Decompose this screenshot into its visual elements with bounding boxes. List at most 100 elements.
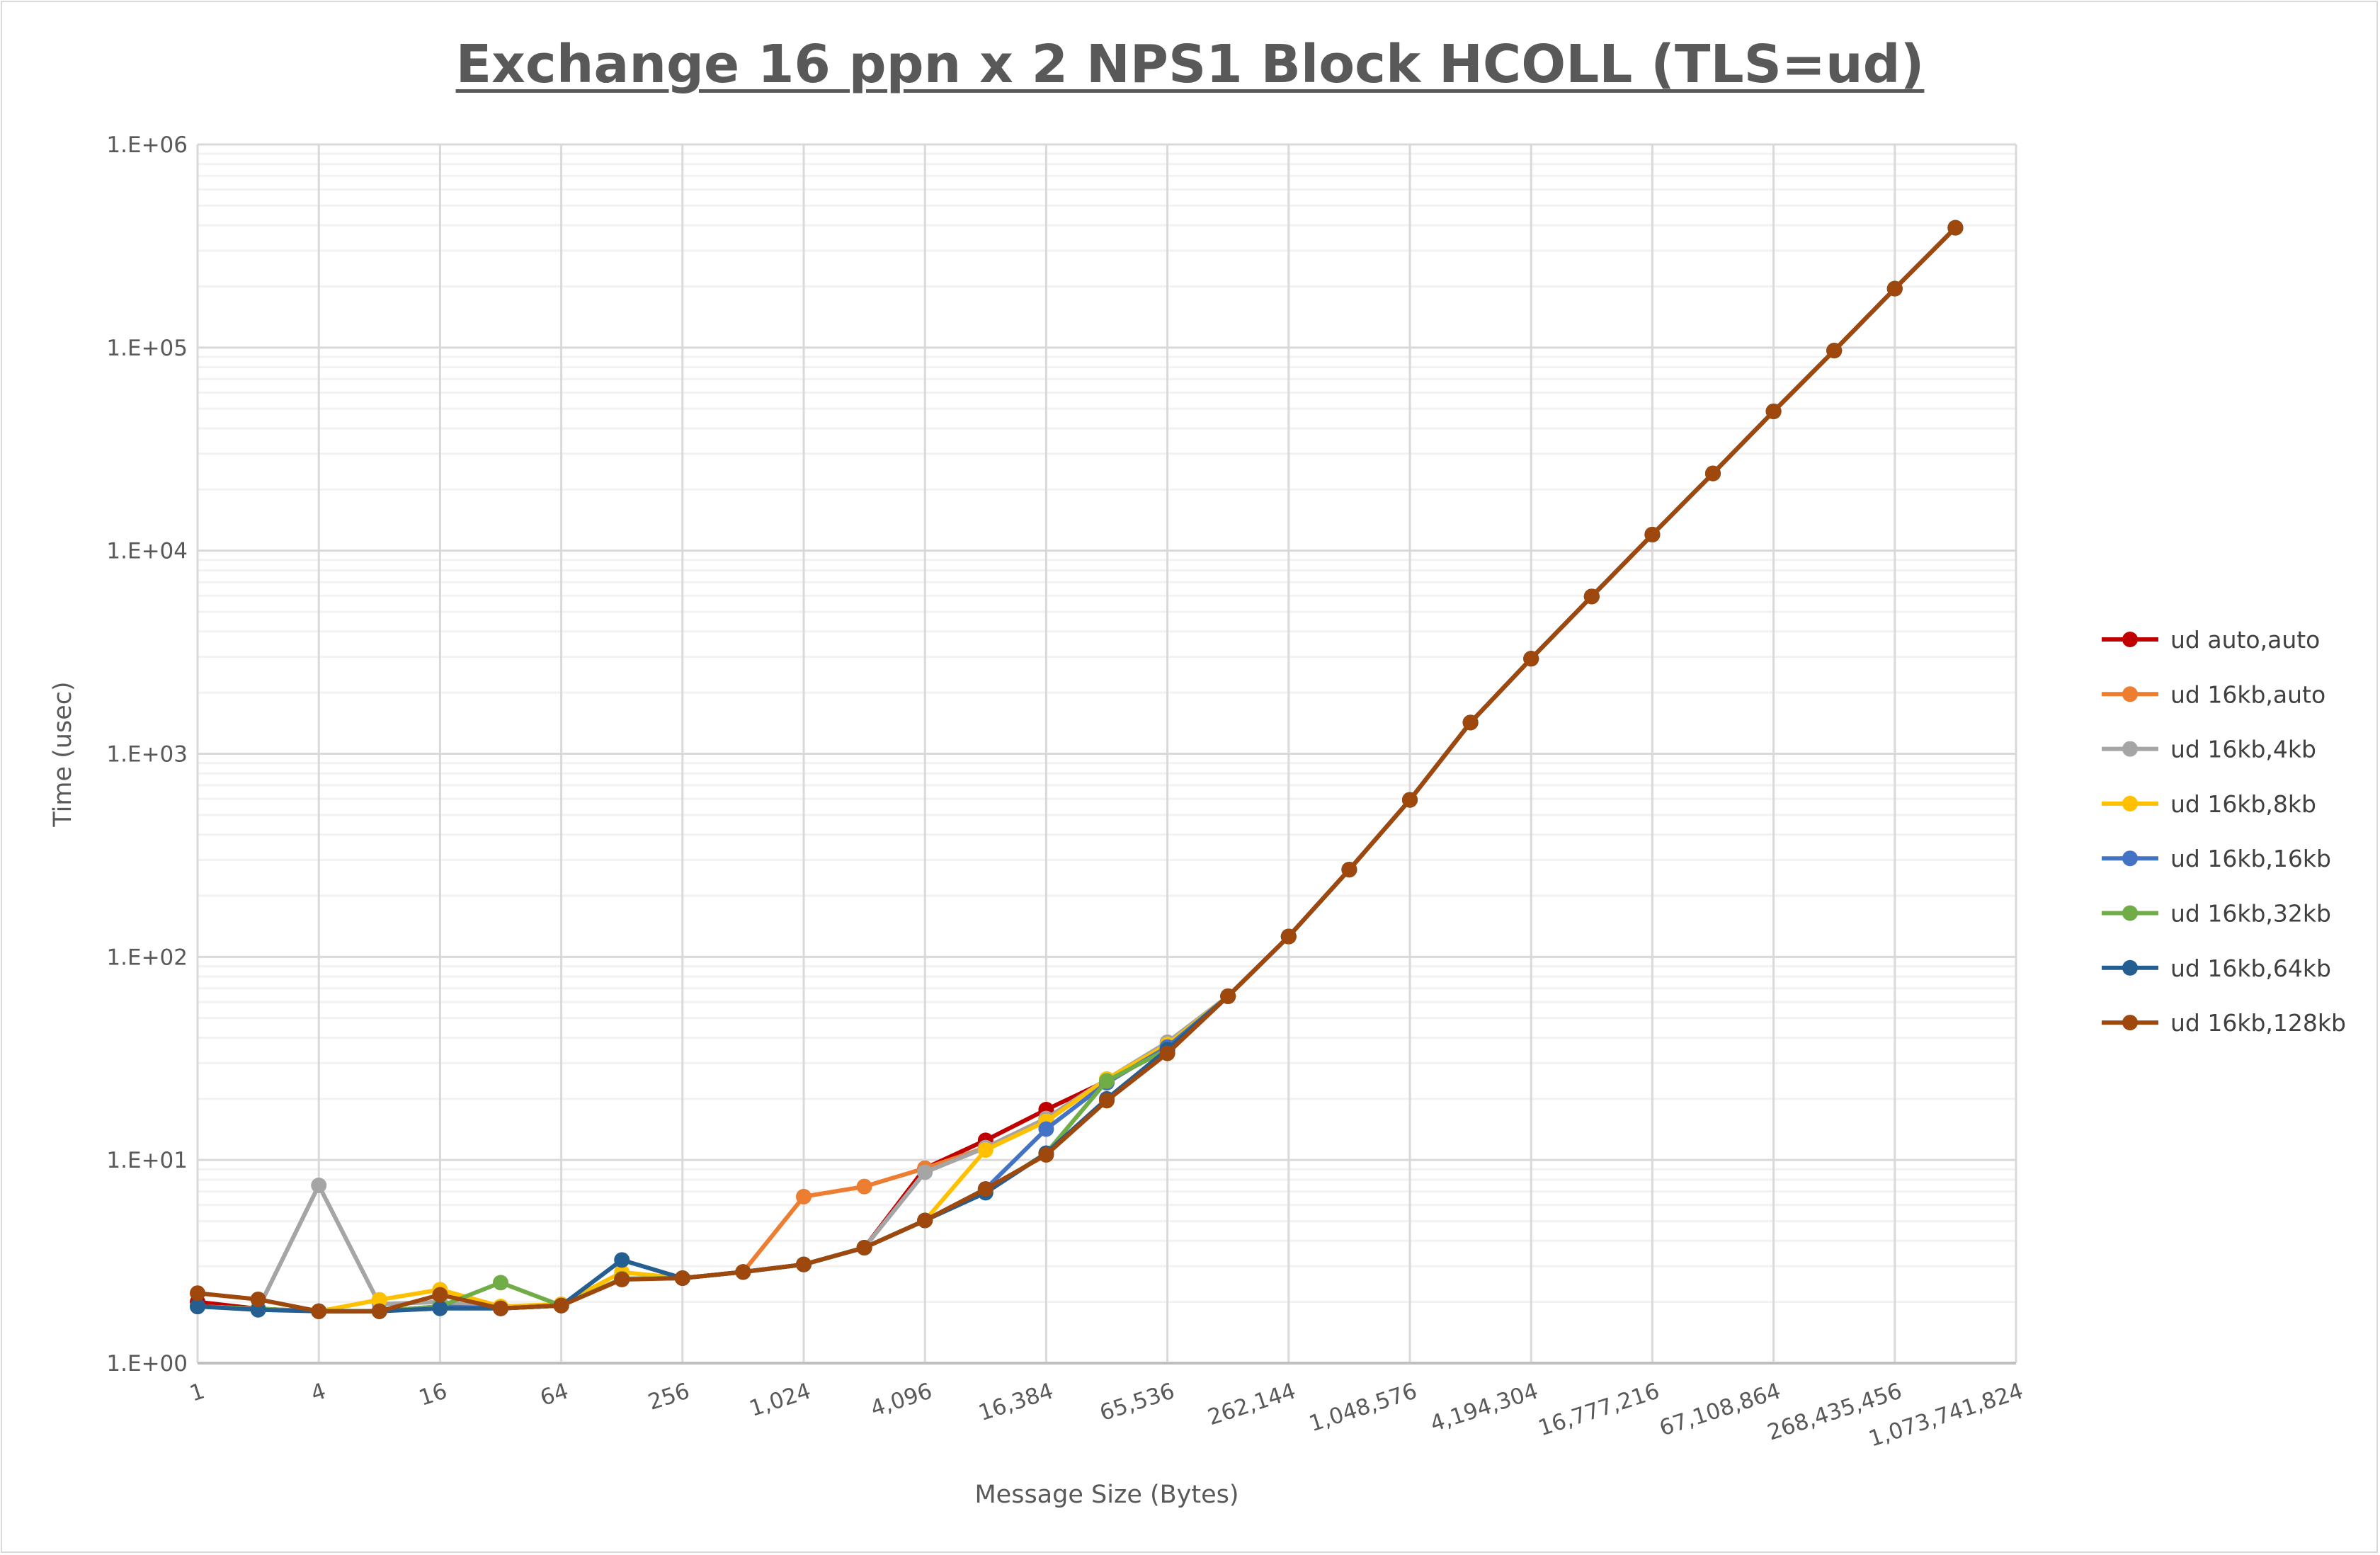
legend-label: ud 16kb,64kb bbox=[2170, 955, 2331, 982]
legend-label: ud 16kb,auto bbox=[2170, 680, 2325, 708]
data-point bbox=[1220, 988, 1236, 1004]
x-tick-label: 1,048,576 bbox=[1306, 1378, 1420, 1437]
x-axis-label: Message Size (Bytes) bbox=[974, 1481, 1239, 1509]
data-point bbox=[493, 1300, 508, 1316]
data-point bbox=[735, 1264, 751, 1280]
data-point bbox=[1099, 1093, 1115, 1109]
data-point bbox=[311, 1303, 327, 1319]
series-group bbox=[190, 220, 1964, 1319]
legend-marker bbox=[2122, 741, 2138, 757]
data-point bbox=[917, 1212, 933, 1229]
series-ud-16kb-64kb bbox=[190, 220, 1964, 1319]
x-tick-label: 16 bbox=[416, 1378, 450, 1411]
data-point bbox=[371, 1292, 387, 1308]
legend-marker bbox=[2122, 959, 2138, 976]
legend-item: ud 16kb,64kb bbox=[2102, 955, 2331, 982]
x-tick-label: 4,096 bbox=[867, 1378, 935, 1422]
x-tick-label: 4,194,304 bbox=[1427, 1378, 1541, 1437]
x-tick-label: 16,384 bbox=[976, 1378, 1057, 1426]
legend-label: ud 16kb,16kb bbox=[2170, 845, 2331, 872]
x-tick-label: 67,108,864 bbox=[1656, 1378, 1784, 1441]
series-line bbox=[197, 226, 1957, 1314]
series-ud-16kb-auto bbox=[190, 220, 1964, 1319]
data-point bbox=[1765, 403, 1782, 419]
data-point bbox=[190, 1285, 205, 1301]
y-tick-label: 1.E+02 bbox=[106, 945, 188, 970]
data-point bbox=[1947, 220, 1964, 236]
data-point bbox=[1099, 1073, 1115, 1089]
x-tick-label: 1 bbox=[187, 1378, 208, 1406]
y-axis-label: Time (usec) bbox=[49, 681, 77, 827]
legend-label: ud 16kb,128kb bbox=[2170, 1009, 2346, 1037]
series-ud-16kb-16kb bbox=[190, 220, 1964, 1319]
data-point bbox=[977, 1181, 993, 1197]
x-tick-label: 64 bbox=[537, 1378, 571, 1411]
legend-marker bbox=[2122, 905, 2138, 921]
data-point bbox=[796, 1256, 812, 1272]
series-line bbox=[197, 226, 1957, 1314]
axes: 1.E+00 1.E+01 1.E+02 1.E+03 1.E+04 1.E+05 1.E+… bbox=[106, 132, 2026, 1452]
legend-item: ud 16kb,8kb bbox=[2102, 790, 2316, 818]
legend-marker bbox=[2122, 795, 2138, 811]
data-point bbox=[1402, 792, 1418, 808]
legend: ud auto,auto ud 16kb,auto ud 16kb,4kb ud 16… bbox=[2102, 626, 2346, 1037]
chart-title: Exchange 16 ppn x 2 NPS1 Block HCOLL (TL… bbox=[455, 34, 1925, 95]
series-ud-16kb-32kb bbox=[190, 220, 1964, 1319]
series-line bbox=[197, 226, 1957, 1311]
series-ud-auto-auto bbox=[190, 220, 1964, 1319]
data-point bbox=[1826, 343, 1843, 359]
data-point bbox=[432, 1300, 448, 1316]
legend-item: ud 16kb,16kb bbox=[2102, 845, 2331, 872]
y-tick-label: 1.E+00 bbox=[106, 1351, 188, 1377]
data-point bbox=[614, 1271, 630, 1287]
legend-marker bbox=[2122, 850, 2138, 867]
legend-item: ud 16kb,32kb bbox=[2102, 900, 2331, 928]
data-point bbox=[1341, 862, 1357, 878]
series-line bbox=[197, 226, 1957, 1314]
data-point bbox=[1644, 526, 1661, 542]
x-tick-label: 4 bbox=[308, 1378, 329, 1406]
x-tick-label: 256 bbox=[645, 1378, 693, 1416]
data-point bbox=[674, 1270, 690, 1287]
data-point bbox=[1583, 588, 1600, 605]
x-tick-label: 16,777,216 bbox=[1535, 1378, 1663, 1441]
data-point bbox=[1705, 465, 1721, 482]
series-line bbox=[197, 226, 1957, 1314]
legend-label: ud 16kb,8kb bbox=[2170, 790, 2316, 818]
legend-item: ud 16kb,auto bbox=[2102, 680, 2325, 708]
series-ud-16kb-4kb bbox=[190, 220, 1964, 1317]
data-point bbox=[250, 1291, 266, 1307]
series-line bbox=[197, 226, 1957, 1314]
y-tick-label: 1.E+01 bbox=[106, 1148, 188, 1173]
y-tick-label: 1.E+03 bbox=[106, 742, 188, 768]
data-point bbox=[1462, 714, 1479, 731]
data-point bbox=[1038, 1146, 1054, 1163]
series-line bbox=[197, 226, 1957, 1314]
data-point bbox=[796, 1188, 812, 1204]
data-point bbox=[1038, 1121, 1054, 1137]
data-point bbox=[371, 1303, 387, 1319]
data-point bbox=[1886, 280, 1903, 297]
legend-label: ud 16kb,4kb bbox=[2170, 736, 2316, 763]
legend-marker bbox=[2122, 1015, 2138, 1031]
data-point bbox=[1159, 1045, 1175, 1061]
series-ud-16kb-128kb bbox=[190, 220, 1964, 1319]
data-point bbox=[493, 1275, 508, 1291]
legend-marker bbox=[2122, 686, 2138, 702]
data-point bbox=[1280, 928, 1297, 945]
y-tick-label: 1.E+05 bbox=[106, 336, 188, 361]
series-ud-16kb-8kb bbox=[190, 220, 1964, 1319]
gridlines bbox=[196, 143, 2017, 1365]
data-point bbox=[917, 1164, 933, 1180]
legend-label: ud auto,auto bbox=[2170, 626, 2320, 654]
legend-item: ud 16kb,128kb bbox=[2102, 1009, 2346, 1037]
y-tick-label: 1.E+04 bbox=[106, 539, 188, 564]
legend-item: ud 16kb,4kb bbox=[2102, 736, 2316, 763]
legend-marker bbox=[2122, 632, 2138, 647]
data-point bbox=[432, 1287, 448, 1303]
data-point bbox=[1523, 651, 1539, 667]
data-point bbox=[977, 1142, 993, 1158]
data-point bbox=[614, 1252, 630, 1268]
